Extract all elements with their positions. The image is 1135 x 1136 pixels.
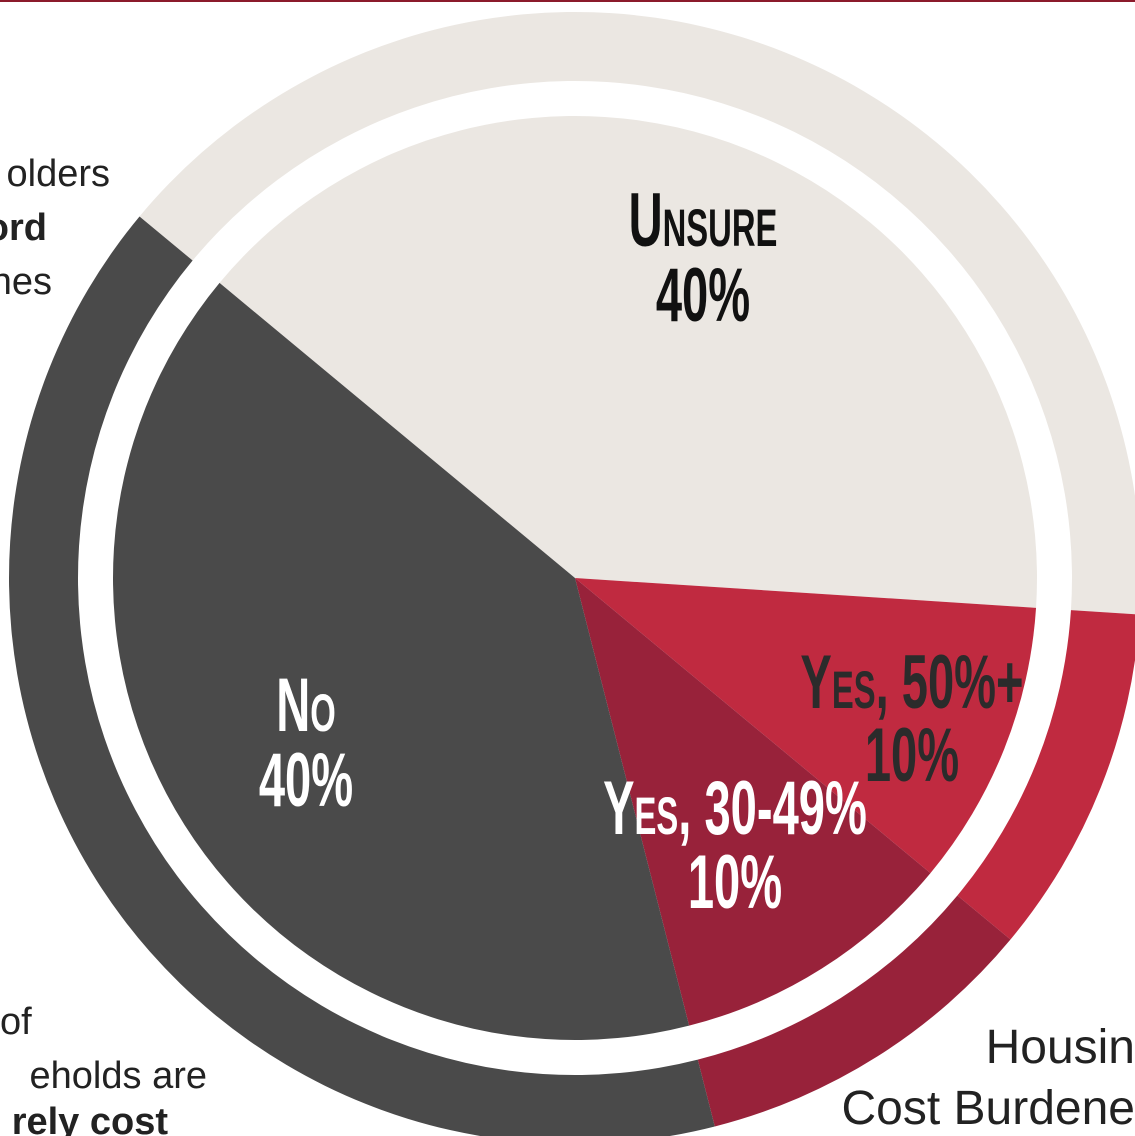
value-label-group: 10%	[688, 841, 782, 925]
annotation: of	[0, 1001, 32, 1043]
pie-slice	[575, 578, 1037, 874]
pie-slice	[112, 282, 690, 1041]
ring-segment	[957, 610, 1135, 940]
annotation: ord	[0, 207, 47, 249]
value-label-group: 10%	[865, 714, 959, 798]
ring-segment	[139, 12, 1135, 615]
value-label: 40%	[656, 254, 750, 338]
slice-label: Yes, 50%+	[800, 641, 1023, 725]
pie-slice	[575, 578, 931, 1026]
slice-label-group: Unsure	[629, 179, 778, 263]
ring-segment	[697, 895, 1011, 1127]
annotation: eholds are	[30, 1055, 207, 1097]
annotation: nes	[0, 261, 52, 303]
slice-label-group: No	[276, 664, 336, 748]
slice-label: Unsure	[629, 179, 778, 263]
outer-ring	[9, 12, 1135, 1136]
annotation: Housin	[986, 1021, 1135, 1074]
slice-label-group: Yes, 50%+	[800, 641, 1023, 725]
top-rule	[0, 0, 1135, 2]
pie	[112, 116, 1037, 1041]
ring-segment	[9, 216, 715, 1136]
value-label: 10%	[688, 841, 782, 925]
slice-label: No	[276, 664, 336, 748]
slice-label: Yes, 30-49%	[603, 767, 867, 851]
annotation: rely cost	[12, 1101, 169, 1136]
annotation: olders	[7, 153, 111, 195]
slice-label-group: Yes, 30-49%	[603, 767, 867, 851]
value-label: 10%	[865, 714, 959, 798]
annotation: Cost Burdene	[841, 1082, 1135, 1135]
value-label: 40%	[259, 739, 353, 823]
value-label-group: 40%	[259, 739, 353, 823]
pie-slice	[219, 116, 1037, 608]
value-label-group: 40%	[656, 254, 750, 338]
